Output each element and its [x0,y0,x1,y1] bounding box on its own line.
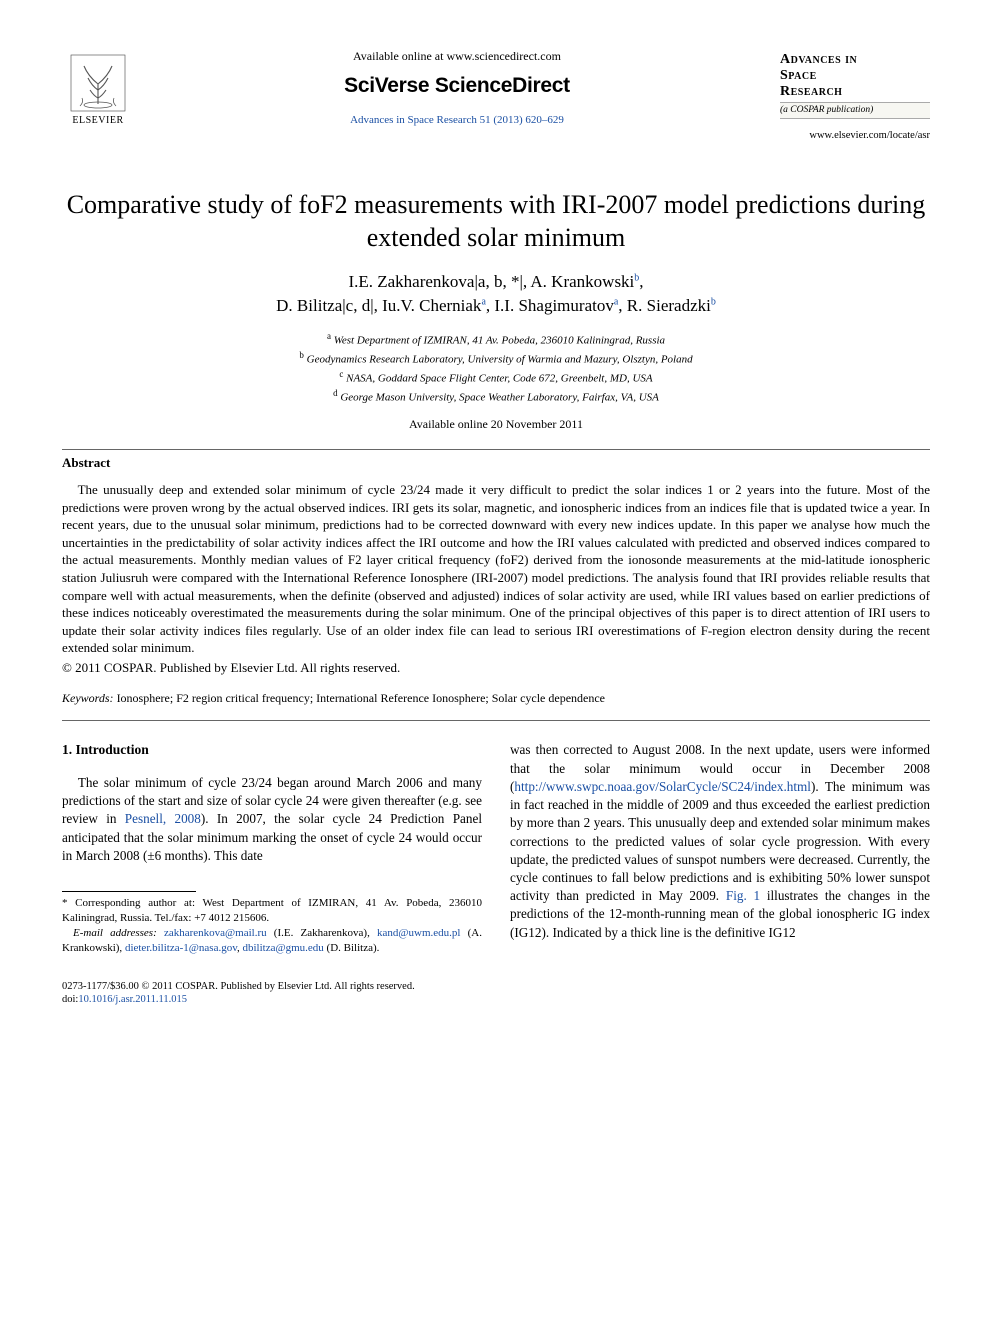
email-link[interactable]: dieter.bilitza-1@nasa.gov [125,942,237,954]
available-online-text: Available online at www.sciencedirect.co… [150,48,764,64]
elsevier-tree-icon [70,54,126,112]
intro-paragraph-left: The solar minimum of cycle 23/24 began a… [62,774,482,865]
intro-paragraph-right: was then corrected to August 2008. In th… [510,741,930,941]
email-link[interactable]: dbilitza@gmu.edu [242,942,323,954]
journal-title-box: Advances in Space Research (a COSPAR pub… [780,48,930,143]
abstract-copyright: © 2011 COSPAR. Published by Elsevier Ltd… [62,659,930,677]
bottom-meta: 0273-1177/$36.00 © 2011 COSPAR. Publishe… [62,980,930,1007]
figure-ref-link[interactable]: Fig. 1 [726,888,760,903]
column-right: was then corrected to August 2008. In th… [510,741,930,955]
body-columns: 1. Introduction The solar minimum of cyc… [62,741,930,955]
platform-brand: SciVerse ScienceDirect [150,72,764,100]
page-header: ELSEVIER Available online at www.science… [62,48,930,143]
available-online-date: Available online 20 November 2011 [62,416,930,432]
publisher-logo: ELSEVIER [62,48,134,128]
citation-link[interactable]: Pesnell, 2008 [125,811,201,826]
journal-url[interactable]: www.elsevier.com/locate/asr [780,129,930,143]
footnotes: * Corresponding author at: West Departme… [62,896,482,955]
header-center: Available online at www.sciencedirect.co… [134,48,780,127]
email-addresses-line: E-mail addresses: zakharenkova@mail.ru (… [62,926,482,956]
column-left: 1. Introduction The solar minimum of cyc… [62,741,482,955]
divider [62,449,930,450]
publisher-label: ELSEVIER [72,114,123,128]
journal-subtitle: (a COSPAR publication) [780,102,930,119]
journal-reference-link[interactable]: Advances in Space Research 51 (2013) 620… [150,113,764,128]
email-link[interactable]: zakharenkova@mail.ru [164,927,267,939]
journal-name: Advances in Space Research [780,52,930,100]
authors-line: I.E. Zakharenkova|a, b, *|, A. Krankowsk… [62,270,930,318]
abstract-section: Abstract The unusually deep and extended… [62,454,930,677]
divider [62,720,930,721]
keywords-text: Ionosphere; F2 region critical frequency… [114,691,605,705]
abstract-text: The unusually deep and extended solar mi… [62,481,930,656]
article-title: Comparative study of foF2 measurements w… [62,189,930,254]
footnote-divider [62,891,196,892]
doi-link[interactable]: 10.1016/j.asr.2011.11.015 [78,994,187,1005]
keywords-line: Keywords: Ionosphere; F2 region critical… [62,690,930,706]
section-heading: 1. Introduction [62,741,482,760]
corresponding-author-note: * Corresponding author at: West Departme… [62,896,482,926]
email-link[interactable]: kand@uwm.edu.pl [377,927,460,939]
affiliations: a West Department of IZMIRAN, 41 Av. Pob… [62,330,930,407]
external-url-link[interactable]: http://www.swpc.noaa.gov/SolarCycle/SC24… [514,779,811,794]
doi-line: doi:10.1016/j.asr.2011.11.015 [62,993,930,1007]
abstract-heading: Abstract [62,454,930,472]
issn-copyright-line: 0273-1177/$36.00 © 2011 COSPAR. Publishe… [62,980,930,994]
keywords-label: Keywords: [62,691,114,705]
